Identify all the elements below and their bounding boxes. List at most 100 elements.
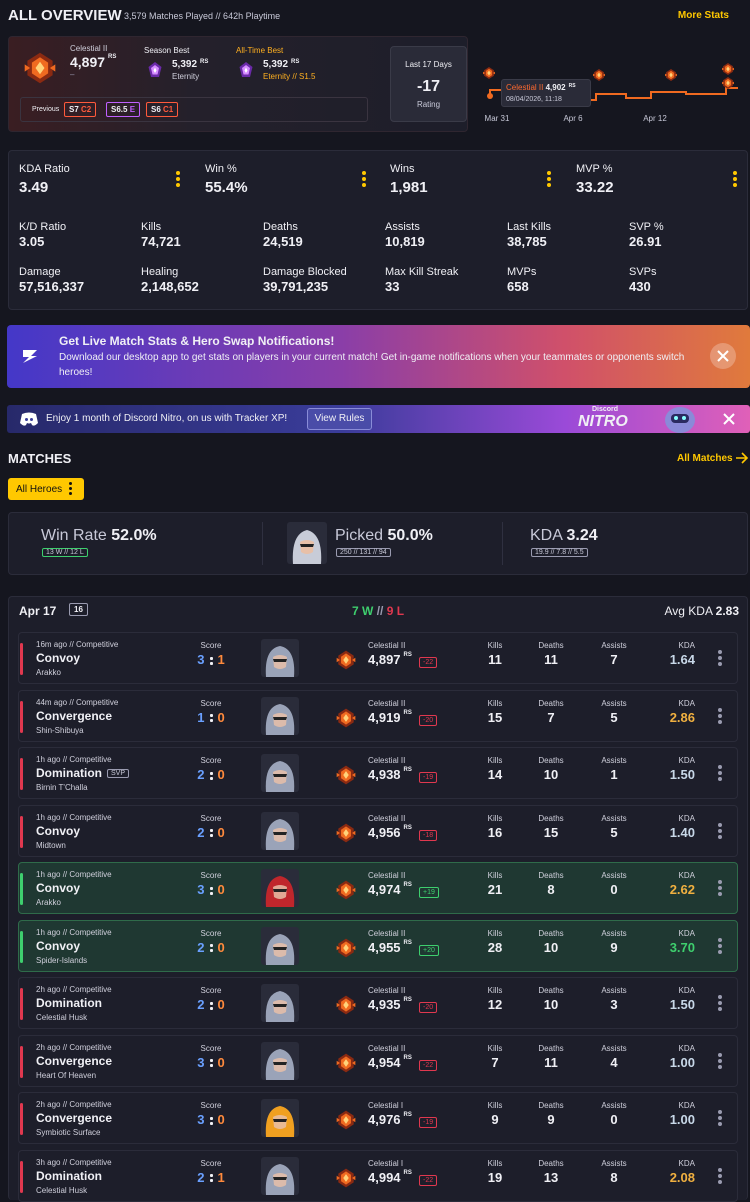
view-rules-button[interactable]: View Rules: [307, 408, 372, 430]
row-menu[interactable]: [718, 1052, 722, 1069]
column-label: Kills: [487, 1101, 503, 1110]
match-rank: Celestial II: [368, 1043, 406, 1053]
score-separator: [209, 656, 213, 666]
column-label: Assists: [601, 756, 627, 765]
rank-icon: [335, 1052, 357, 1079]
score-enemy: 1: [217, 652, 225, 667]
match-map: Midtown: [36, 840, 66, 850]
stat-label: Damage: [19, 266, 61, 278]
more-stats-link[interactable]: More Stats: [677, 10, 729, 21]
close-button[interactable]: [722, 412, 736, 426]
stat-value: 10,819: [385, 234, 425, 249]
column-label: Assists: [601, 871, 627, 880]
mode: Convoy: [36, 823, 81, 838]
match-row[interactable]: 1h ago // Competitive Convoy Spider-Island…: [18, 919, 738, 972]
match-kills: 21: [487, 882, 503, 897]
row-menu[interactable]: [718, 995, 722, 1011]
row-menu[interactable]: [718, 650, 722, 666]
column-label: Kills: [487, 1043, 503, 1053]
column-label: Deaths: [538, 986, 564, 995]
match-assists: 3: [610, 997, 618, 1012]
hero-filter[interactable]: [8, 478, 84, 500]
score-separator: [209, 1058, 213, 1068]
match-time: 44m ago // Competitive: [36, 697, 119, 707]
filter-menu[interactable]: [69, 482, 73, 498]
column-label: Assists: [601, 1158, 627, 1168]
score-enemy: 0: [217, 767, 225, 782]
rating: 4,954: [368, 1054, 401, 1070]
subtitle: 3,579 Matches Played // 642h Playtime: [124, 11, 281, 21]
score-enemy: 0: [217, 709, 225, 725]
match-rating: 4,955 RS: [368, 940, 412, 955]
column-label: Score: [200, 1043, 222, 1053]
result-bar: [20, 815, 23, 848]
current-rating: 4,897: [70, 54, 106, 70]
stat-label: Last Kills: [507, 221, 552, 233]
column-label: KDA: [678, 871, 695, 880]
stat-value: 3.05: [19, 234, 45, 249]
row-menu[interactable]: [718, 822, 722, 839]
match-row[interactable]: 2h ago // Competitive Domination Celestial…: [18, 977, 738, 1029]
rating-unit: RS: [200, 59, 209, 65]
rank-icon: [335, 994, 357, 1016]
row-menu[interactable]: [718, 765, 722, 781]
hero-avatar: [261, 1156, 299, 1195]
current-sub: –: [70, 70, 75, 79]
stat-label: Damage Blocked: [263, 266, 347, 278]
x-tick-label: Apr 12: [643, 114, 667, 123]
stat-menu[interactable]: [733, 171, 737, 187]
match-row[interactable]: 2h ago // Competitive Convergence Heart Of…: [18, 1034, 738, 1087]
season: S6.5: [111, 105, 128, 114]
match-row[interactable]: 44m ago // Competitive Convergence Shin-Sh…: [18, 689, 738, 742]
column-label: KDA: [678, 1158, 695, 1168]
match-row[interactable]: 1h ago // Competitive Convoy Arakko Score 3 0…: [18, 862, 738, 914]
all-matches-link[interactable]: All Matches: [677, 453, 733, 464]
match-kda: 2.08: [669, 1169, 695, 1185]
column-label: Deaths: [538, 1101, 564, 1110]
match-assists: 9: [610, 939, 618, 955]
close-button[interactable]: [709, 342, 737, 370]
match-row[interactable]: 3h ago // Competitive Domination Celestial…: [18, 1149, 738, 1202]
hero-avatar: [261, 1041, 299, 1080]
column-label: Deaths: [538, 1043, 564, 1053]
result-bar: [20, 1103, 23, 1135]
mode: Domination: [36, 766, 102, 780]
summary-panel: [8, 512, 748, 575]
stat-menu[interactable]: [176, 171, 180, 187]
match-kda: 1.64: [669, 652, 695, 667]
match-row[interactable]: 2h ago // Competitive Convergence Symbioti…: [18, 1092, 738, 1144]
match-rating: 4,954 RS: [368, 1055, 412, 1070]
row-menu[interactable]: [718, 1167, 722, 1184]
all-time-best-rating: 5,392: [263, 59, 289, 70]
rating: 4,919: [368, 709, 401, 725]
rating-unit: RS: [403, 1112, 412, 1118]
column-label: Assists: [601, 698, 627, 708]
rank-icon: [335, 764, 357, 786]
match-row[interactable]: 1h ago // Competitive Convoy Midtown Score 2…: [18, 804, 738, 857]
match-row[interactable]: 1h ago // Competitive Domination SVP Birnin…: [18, 747, 738, 799]
stat-menu[interactable]: [547, 171, 551, 187]
row-menu[interactable]: [718, 880, 722, 896]
day-losses: 9 L: [386, 604, 405, 618]
stat-menu[interactable]: [362, 171, 366, 187]
match-kills: 11: [488, 652, 502, 667]
column-label: Score: [200, 871, 222, 880]
row-menu[interactable]: [718, 937, 722, 954]
mode: Domination: [36, 996, 102, 1010]
score-team: 3: [197, 1112, 205, 1127]
season-chip: S7 C2: [64, 102, 97, 117]
match-deaths: 8: [547, 882, 555, 897]
match-assists: 5: [610, 824, 618, 840]
match-assists: 5: [610, 709, 618, 725]
result-bar: [20, 988, 23, 1020]
rating-change: -22: [419, 1174, 438, 1186]
column-label: Kills: [487, 871, 503, 880]
rating: 4,938: [368, 767, 401, 782]
match-row[interactable]: 16m ago // Competitive Convoy Arakko Score 3…: [18, 632, 738, 684]
row-menu[interactable]: [718, 1110, 722, 1126]
row-menu[interactable]: [718, 707, 722, 724]
eternity-icon: [236, 60, 256, 80]
